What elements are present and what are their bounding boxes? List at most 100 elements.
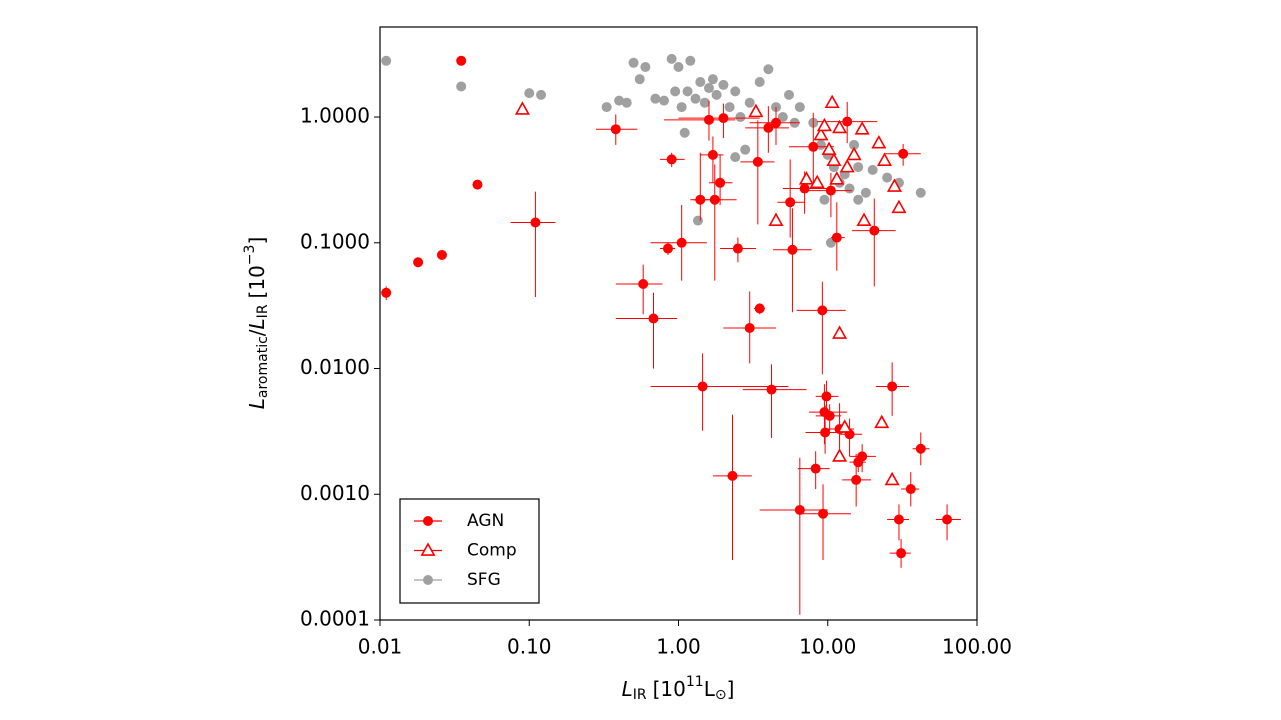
point xyxy=(884,471,900,486)
label-part: IR xyxy=(255,304,271,318)
point xyxy=(514,101,530,115)
point xyxy=(891,199,907,214)
point xyxy=(752,156,763,167)
point xyxy=(381,287,392,298)
point xyxy=(839,158,855,173)
point xyxy=(718,79,729,90)
point xyxy=(787,244,798,255)
point xyxy=(785,197,796,208)
point xyxy=(732,243,743,254)
point xyxy=(754,303,765,314)
point xyxy=(711,89,722,100)
point xyxy=(621,97,632,108)
point xyxy=(798,171,814,185)
point xyxy=(724,102,735,113)
y-tick-label: 0.0001 xyxy=(300,607,370,631)
point xyxy=(744,322,755,333)
point xyxy=(844,183,855,194)
point xyxy=(670,86,681,97)
point xyxy=(820,427,831,438)
label-part: / xyxy=(245,329,269,336)
point xyxy=(709,194,720,205)
label-part: aromatic xyxy=(255,336,271,398)
point xyxy=(718,113,729,124)
y-tick-label: 1.0000 xyxy=(300,104,370,128)
point xyxy=(853,457,864,468)
point xyxy=(703,114,714,125)
series-1 xyxy=(514,94,907,486)
point xyxy=(846,146,862,161)
point xyxy=(614,95,625,106)
point xyxy=(524,88,535,99)
point xyxy=(777,112,788,123)
legend-marker xyxy=(423,516,433,526)
point xyxy=(896,548,907,559)
point xyxy=(818,508,829,519)
y-tick-label: 0.0010 xyxy=(300,481,370,505)
point xyxy=(770,117,781,128)
point xyxy=(821,391,832,402)
point xyxy=(682,86,693,97)
label-part: L xyxy=(245,398,269,409)
point xyxy=(794,102,805,113)
point xyxy=(882,172,893,183)
point xyxy=(735,112,746,123)
point xyxy=(676,102,687,113)
point xyxy=(808,141,819,152)
point xyxy=(676,237,687,248)
point xyxy=(942,514,953,525)
point xyxy=(860,187,871,198)
point xyxy=(905,484,916,495)
point xyxy=(813,126,829,141)
point xyxy=(763,122,774,133)
point xyxy=(842,116,853,127)
label-part: [10 xyxy=(653,677,686,701)
point xyxy=(853,194,864,205)
point xyxy=(695,76,706,87)
point xyxy=(707,149,718,160)
point xyxy=(816,117,832,132)
point xyxy=(640,61,651,72)
point xyxy=(849,139,860,150)
point xyxy=(730,152,741,163)
series-2 xyxy=(381,53,926,248)
point xyxy=(853,162,864,173)
point xyxy=(876,152,893,166)
point xyxy=(768,212,784,226)
label-part: L xyxy=(245,318,269,329)
point xyxy=(715,177,726,188)
point xyxy=(898,148,909,159)
legend-marker xyxy=(420,542,436,556)
point xyxy=(692,215,703,226)
point xyxy=(679,127,690,138)
point xyxy=(832,325,848,339)
point xyxy=(825,185,836,196)
point xyxy=(817,305,828,316)
point xyxy=(662,243,673,254)
point xyxy=(699,97,710,108)
point xyxy=(893,514,904,525)
series-0 xyxy=(381,55,961,615)
point xyxy=(887,381,898,392)
point xyxy=(697,381,708,392)
point xyxy=(829,171,845,185)
point xyxy=(763,64,774,75)
point xyxy=(730,86,741,97)
point xyxy=(628,57,639,68)
point xyxy=(744,97,755,108)
point xyxy=(766,384,777,395)
point xyxy=(915,443,926,454)
label-part: 11 xyxy=(686,674,704,690)
label-part: IR xyxy=(633,687,647,703)
point xyxy=(610,124,621,135)
point xyxy=(436,249,447,260)
point xyxy=(707,74,718,85)
x-tick-label: 1.00 xyxy=(656,635,701,659)
point xyxy=(456,81,467,92)
point xyxy=(666,53,677,64)
x-tick-label: 0.10 xyxy=(507,635,552,659)
point xyxy=(634,74,645,85)
point xyxy=(826,152,842,166)
